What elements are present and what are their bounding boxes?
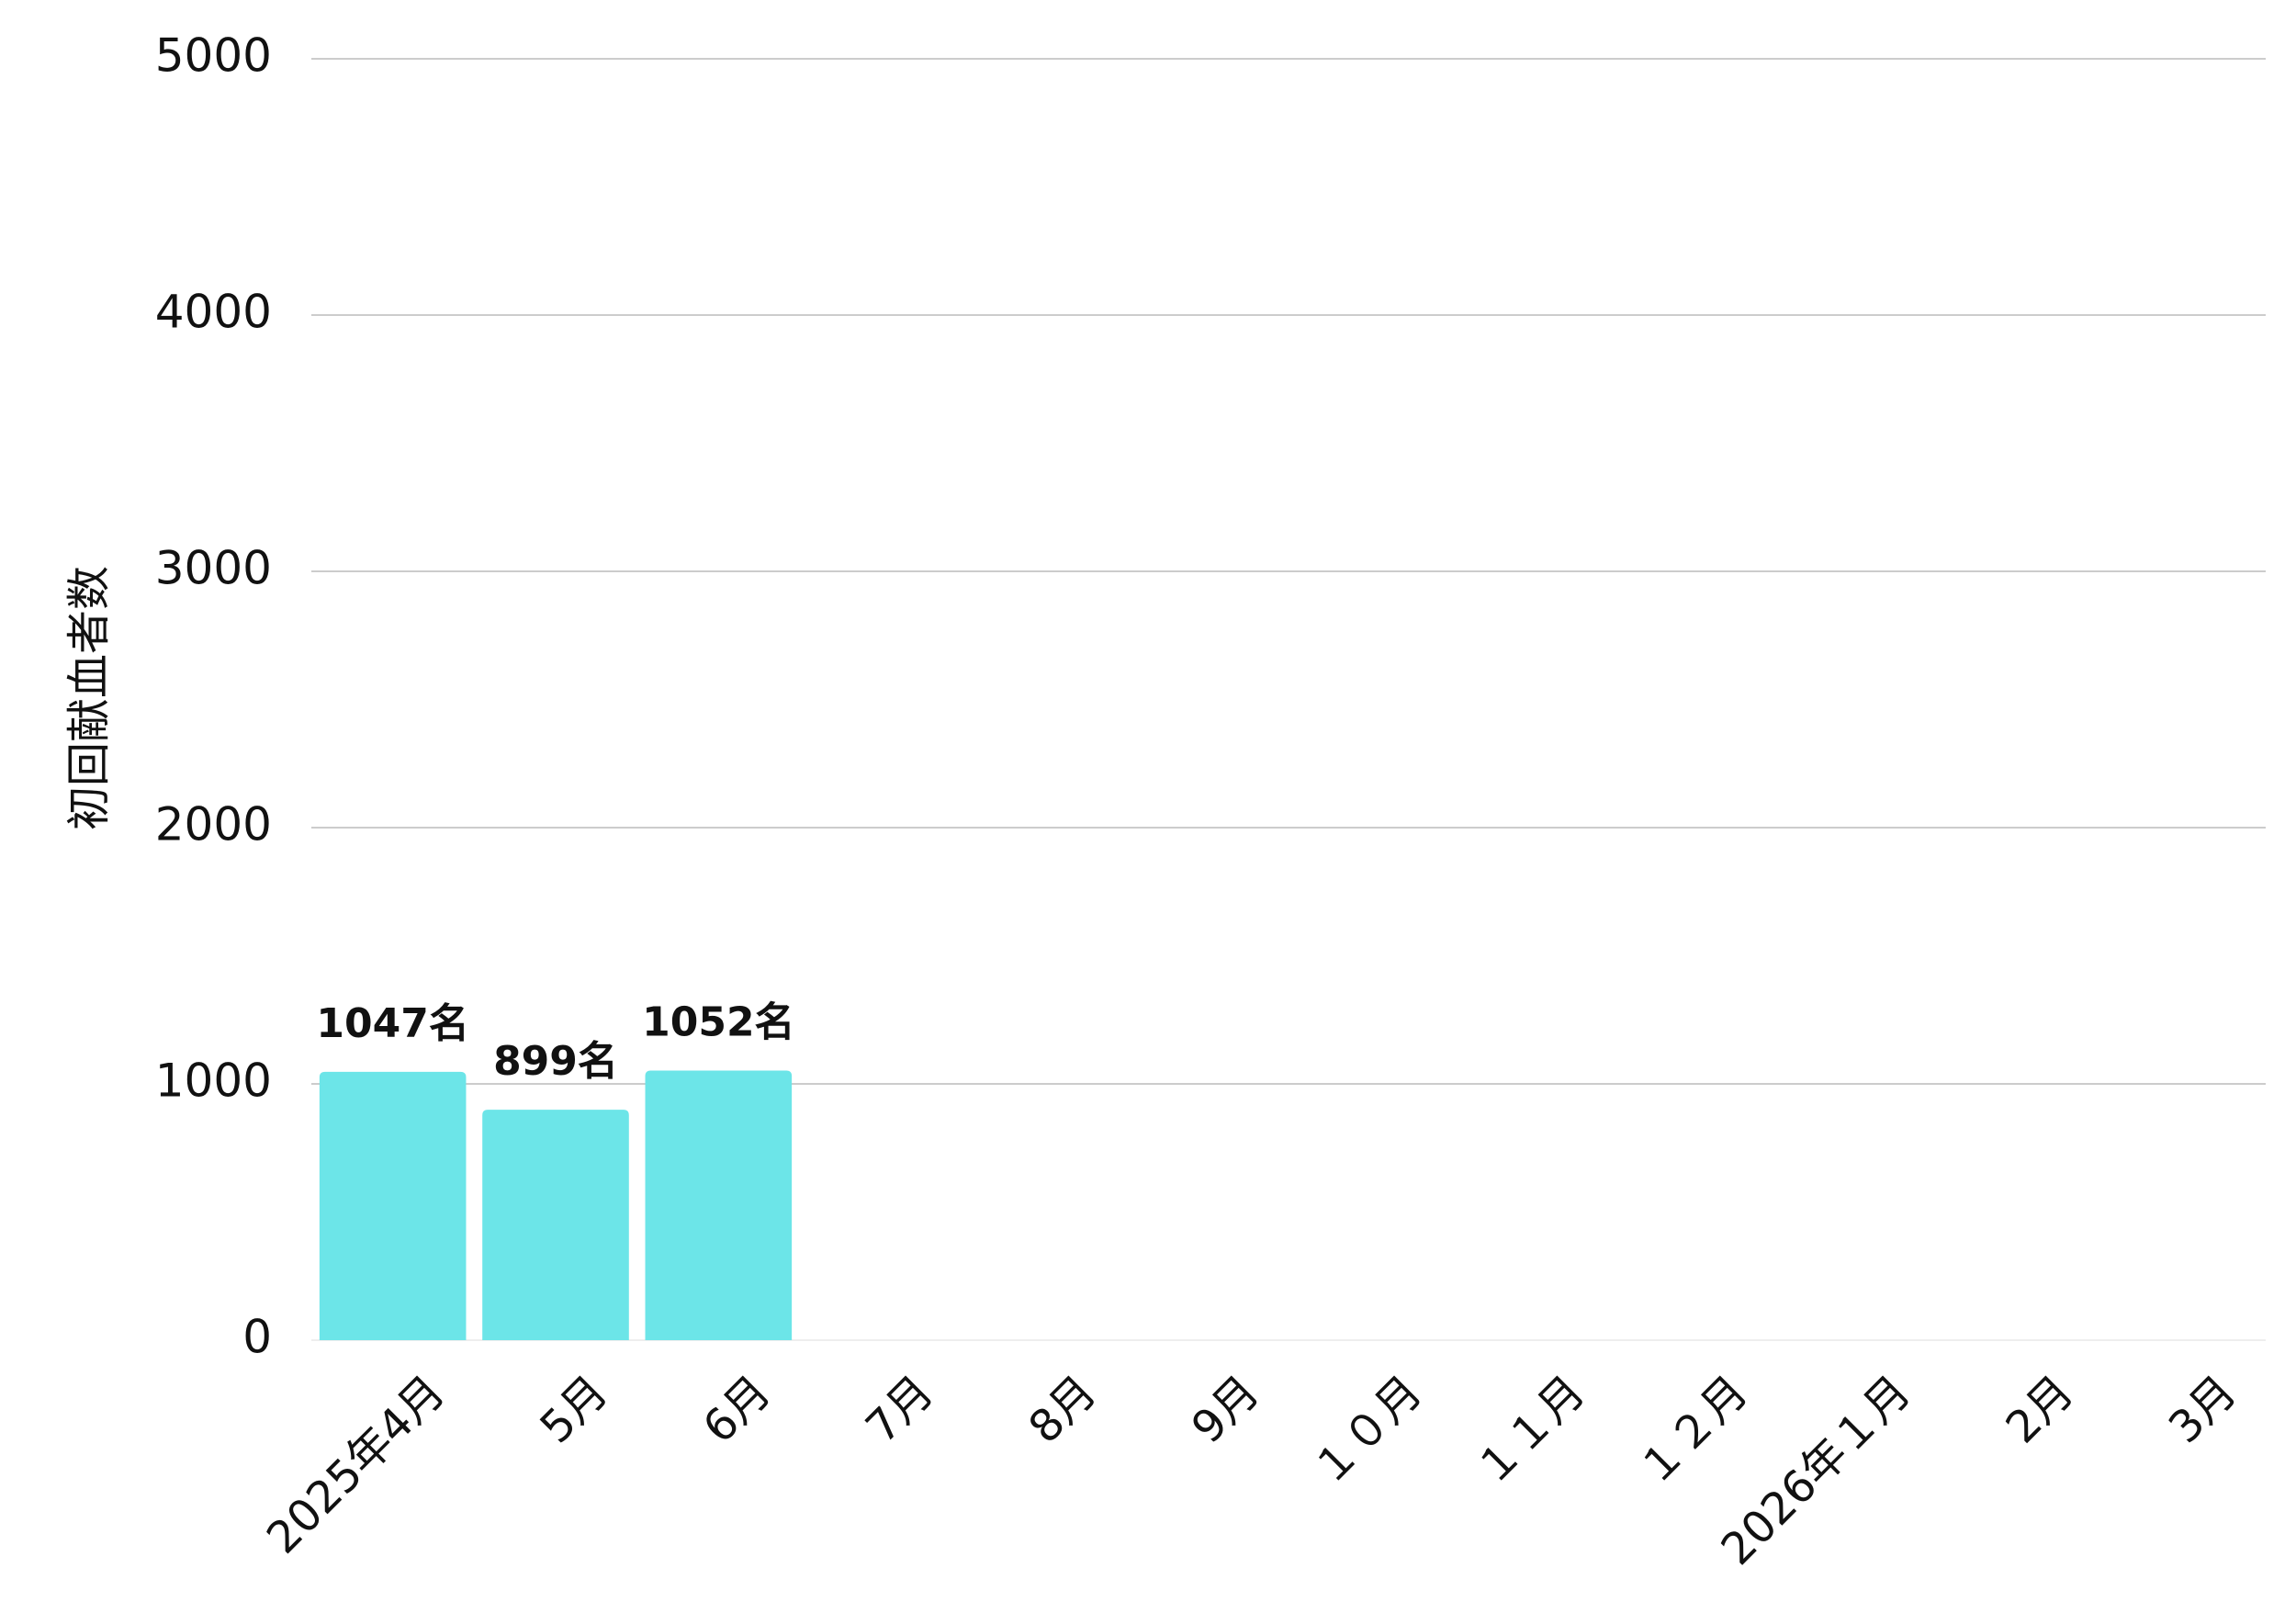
x-tick-label: １２月 [1628, 1366, 1758, 1495]
x-tick-label: 6月 [693, 1366, 781, 1453]
bar [645, 1070, 793, 1340]
value-label: 1047名 [316, 1000, 468, 1047]
x-tick-label: 2月 [1997, 1366, 2084, 1453]
x-tick-label: １１月 [1465, 1366, 1594, 1495]
x-tick-label: 2025年4月 [257, 1366, 455, 1563]
x-tick-label: 5月 [531, 1366, 618, 1453]
y-tick-label: 2000 [155, 798, 272, 851]
y-axis-label: 初回献血者数 [63, 566, 115, 830]
x-tick-label: 8月 [1019, 1366, 1107, 1453]
bar [319, 1071, 467, 1340]
x-tick-label: 7月 [856, 1366, 943, 1453]
y-tick-label: 5000 [155, 29, 272, 83]
y-tick-label: 4000 [155, 286, 272, 339]
bar [482, 1110, 629, 1340]
y-tick-label: 0 [242, 1311, 272, 1364]
value-label: 1052名 [642, 998, 794, 1045]
x-tick-label: 9月 [1182, 1366, 1269, 1453]
y-tick-label: 1000 [155, 1054, 272, 1108]
x-tick-label: 3月 [2159, 1366, 2246, 1453]
y-tick-label: 3000 [155, 542, 272, 595]
value-label: 899名 [493, 1038, 618, 1085]
x-tick-label: １０月 [1302, 1366, 1432, 1495]
